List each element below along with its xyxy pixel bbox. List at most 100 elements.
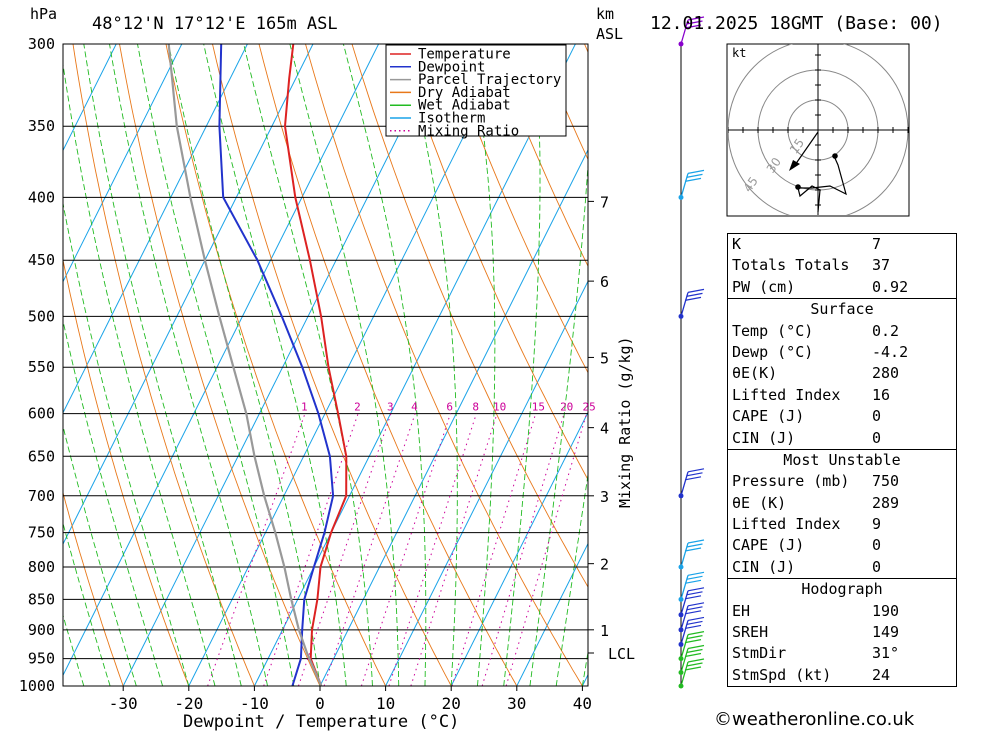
mixing-ratio-axis-label: Mixing Ratio (g/kg)	[616, 336, 634, 508]
dry-adiabat-line	[258, 44, 518, 686]
lcl-label: LCL	[608, 645, 635, 663]
mixing-ratio-line	[323, 413, 416, 686]
surface-row: Lifted Index 16	[728, 385, 956, 406]
mu-li-value: 9	[872, 515, 882, 534]
mixing-ratio-tick-label: 8	[472, 401, 479, 414]
pressure-tick-label: 550	[28, 358, 55, 376]
surface-cape-value: 0	[872, 407, 882, 426]
temperature-tick-label: 10	[376, 694, 395, 713]
wind-barb-flag	[687, 658, 705, 663]
parcel-trajectory-line	[167, 44, 323, 686]
mixing-ratio-line	[263, 413, 359, 686]
temperature-tick-label: -20	[174, 694, 203, 713]
mixing-ratio-tick-label: 20	[560, 401, 573, 414]
stmspd-value: 24	[872, 665, 891, 684]
wind-barb-flag	[684, 595, 702, 600]
totals-totals-label: Totals Totals	[732, 256, 850, 275]
pressure-tick-label: 300	[28, 35, 55, 53]
temperature-tick-label: 0	[315, 694, 325, 713]
wind-barb-flag	[686, 173, 703, 178]
wind-barb-flag	[686, 606, 703, 611]
storm-motion-arrow	[794, 131, 819, 166]
dry-adiabat-line	[398, 44, 588, 481]
legend-entry: Dewpoint	[418, 59, 485, 75]
km-unit-label: km	[596, 5, 614, 23]
hodograph-point	[795, 184, 801, 190]
pw-row: PW (cm) 0.92	[728, 277, 956, 298]
surface-temp-value: 0.2	[872, 321, 900, 340]
km-tick-label: 5	[600, 349, 609, 367]
wind-barb-flag	[686, 591, 703, 596]
mixing-ratio-line	[207, 413, 306, 686]
wind-barb-flag	[684, 296, 702, 301]
pressure-tick-label: 900	[28, 621, 55, 639]
km-tick-label: 6	[600, 273, 609, 291]
wind-barb-flag	[687, 571, 705, 576]
stmspd-label: StmSpd (kt)	[732, 665, 832, 684]
hodo-row: SREH 149	[728, 622, 956, 643]
credit-link[interactable]: ©weatheronline.co.uk	[714, 709, 915, 730]
hodograph-trace	[797, 155, 847, 213]
mixing-ratio-tick-label: 6	[446, 401, 453, 414]
wet-adiabat-line	[403, 44, 458, 686]
profile-lines	[167, 44, 348, 686]
wet-adiabat-line	[243, 44, 373, 686]
wet-adiabat-line	[63, 613, 85, 686]
isotherm-line	[122, 44, 445, 686]
mu-row: CIN (J) 0	[728, 557, 956, 578]
wind-barb-flag	[684, 652, 702, 658]
legend-entry: Mixing Ratio	[418, 123, 519, 139]
wind-barb-flag	[687, 16, 705, 21]
wet-adiabat-line	[63, 200, 190, 686]
x-axis-label: Dewpoint / Temperature (°C)	[183, 712, 459, 732]
hodograph-title: Hodograph	[801, 580, 883, 599]
pressure-tick-label: 800	[28, 558, 55, 576]
pressure-tick-label: 400	[28, 188, 55, 206]
wind-barb-flag	[686, 543, 703, 548]
pw-label: PW (cm)	[732, 277, 796, 296]
km-tick-label: 3	[600, 488, 609, 506]
km-tick-label: 4	[600, 420, 609, 438]
temperature-tick-label: 40	[573, 694, 592, 713]
totals-totals-row: Totals Totals 37	[728, 255, 956, 276]
wet-adiabat-line	[203, 44, 347, 686]
wet-adiabat-line	[555, 471, 588, 686]
mixing-ratio-line	[297, 413, 392, 686]
wind-barb-flag	[686, 472, 703, 477]
isotherm-line	[253, 44, 576, 686]
pw-value: 0.92	[872, 277, 909, 296]
hodo-row: StmSpd (kt) 24	[728, 665, 956, 686]
wind-barb-flag	[686, 575, 703, 580]
wet-adiabat-line	[63, 521, 111, 686]
wind-barb-flag	[684, 610, 702, 615]
wind-barb-flag	[687, 468, 705, 473]
stmdir-value: 31°	[872, 644, 900, 663]
wind-barb-flag	[687, 644, 705, 650]
mu-cape-value: 0	[872, 536, 882, 555]
wind-barb-flag	[684, 639, 702, 644]
isotherm-line	[516, 542, 588, 686]
surface-section: Surface Temp (°C) 0.2 Dewp (°C) -4.2 θE(K)…	[728, 298, 956, 449]
km-tick-label: 2	[600, 556, 609, 574]
stmdir-label: StmDir	[732, 644, 787, 663]
wind-barb-flag	[684, 547, 702, 552]
mixing-ratio-tick-label: 10	[493, 401, 506, 414]
wind-barb-flag	[684, 579, 702, 584]
legend-entry: Parcel Trajectory	[418, 72, 561, 88]
mixing-ratio-tick-label: 2	[354, 401, 361, 414]
dry-adiabat-line	[444, 44, 588, 374]
surface-thetae-label: θE(K)	[732, 364, 778, 383]
wet-adiabat-line	[529, 159, 588, 686]
mu-li-label: Lifted Index	[732, 515, 841, 534]
pressure-tick-label: 750	[28, 524, 55, 542]
wind-barb-flag	[687, 539, 705, 544]
surface-dewp-label: Dewp (°C)	[732, 342, 814, 361]
mu-row: Pressure (mb) 750	[728, 471, 956, 492]
surface-row: θE(K) 280	[728, 363, 956, 384]
storm-motion-arrowhead	[789, 160, 800, 171]
eh-label: EH	[732, 601, 751, 620]
